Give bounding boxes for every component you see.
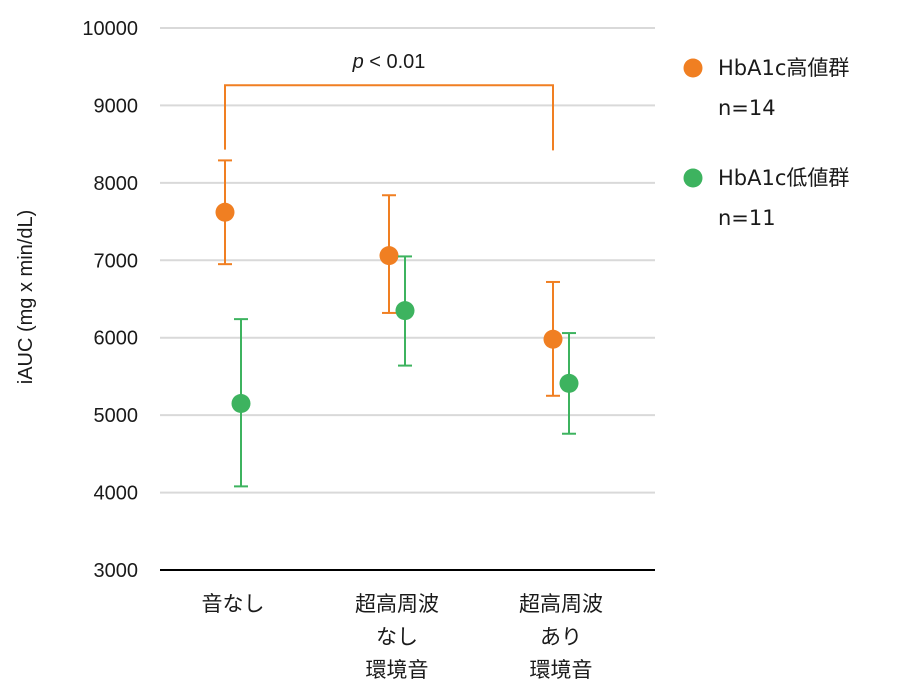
data-point	[379, 246, 399, 266]
legend-n-label: n=14	[718, 96, 776, 120]
series-1	[215, 159, 563, 397]
y-tick-label: 7000	[94, 250, 139, 272]
y-tick-label: 9000	[94, 95, 139, 117]
x-category-label-line: 超高周波	[355, 592, 439, 616]
y-axis-label: iAUC (mg x min/dL)	[15, 210, 37, 384]
legend-marker	[683, 168, 703, 188]
y-tick-labels: 3000 4000 5000 6000 7000 8000 9000 10000	[82, 18, 138, 582]
x-category-label-line: 音なし	[202, 592, 265, 616]
x-category-label-line: 超高周波	[519, 592, 603, 616]
legend-label: HbA1c高値群	[718, 56, 849, 80]
y-tick-label: 8000	[94, 173, 139, 195]
series-2	[231, 255, 579, 488]
p-value-label: p < 0.01	[352, 51, 426, 73]
legend-n-label: n=11	[718, 206, 776, 230]
y-tick-label: 6000	[94, 328, 139, 350]
legend-label: HbA1c低値群	[718, 166, 849, 190]
x-category-label-line: 環境音	[530, 658, 593, 682]
y-tick-label: 5000	[94, 405, 139, 427]
y-tick-label: 10000	[82, 18, 138, 40]
y-tick-label: 4000	[94, 483, 139, 505]
data-point	[395, 301, 415, 321]
significance-bracket	[224, 84, 554, 151]
legend-entry: HbA1c高値群 n=14	[683, 56, 849, 120]
series-group	[215, 159, 579, 488]
data-point	[215, 202, 235, 222]
data-point	[543, 329, 563, 349]
significance-annotation: p < 0.01	[224, 51, 554, 151]
legend-marker	[683, 58, 703, 78]
data-point	[559, 373, 579, 393]
x-category-label-line: あり	[540, 625, 582, 649]
p-value-symbol: p	[352, 51, 364, 73]
grid-lines	[160, 27, 655, 494]
legend: HbA1c高値群 n=14 HbA1c低値群 n=11	[683, 56, 849, 230]
x-category-label-line: 環境音	[366, 658, 429, 682]
data-point	[231, 394, 251, 414]
x-category-label: 音なし	[202, 592, 265, 616]
legend-entry: HbA1c低値群 n=11	[683, 166, 849, 230]
x-category-label-line: なし	[376, 625, 418, 649]
p-value-text: < 0.01	[364, 51, 426, 73]
y-tick-label: 3000	[94, 560, 139, 582]
